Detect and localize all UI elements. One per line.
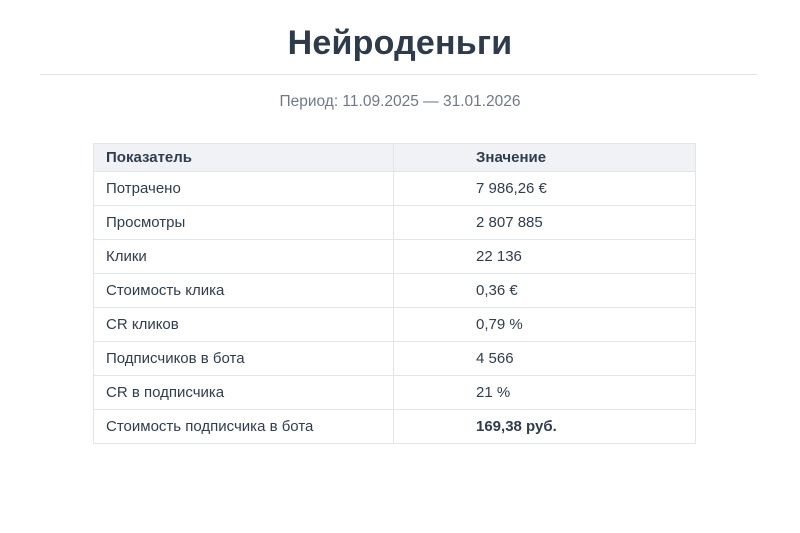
table-row: Стоимость клика 0,36 € [93, 273, 696, 308]
metric-value: 4 566 [393, 341, 696, 376]
title-divider [40, 74, 757, 75]
metric-label: Потрачено [93, 171, 394, 206]
table-row: CR кликов 0,79 % [93, 307, 696, 342]
metric-label: Стоимость клика [93, 273, 394, 308]
page-title: Нейроденьги [287, 24, 513, 62]
header-indicator: Показатель [93, 143, 394, 172]
report-page: Нейроденьги Период: 11.09.2025 — 31.01.2… [0, 24, 800, 533]
table-row: Стоимость подписчика в бота 169,38 руб. [93, 409, 696, 444]
metric-value: 0,79 % [393, 307, 696, 342]
table-row: Потрачено 7 986,26 € [93, 171, 696, 206]
metric-value: 169,38 руб. [393, 409, 696, 444]
metric-label: Подписчиков в бота [93, 341, 394, 376]
table-row: Просмотры 2 807 885 [93, 205, 696, 240]
table-header-row: Показатель Значение [93, 143, 696, 172]
metric-label: CR кликов [93, 307, 394, 342]
metric-value: 0,36 € [393, 273, 696, 308]
table-row: CR в подписчика 21 % [93, 375, 696, 410]
period-text: Период: 11.09.2025 — 31.01.2026 [279, 93, 521, 110]
table-row: Подписчиков в бота 4 566 [93, 341, 696, 376]
metric-label: Стоимость подписчика в бота [93, 409, 394, 444]
metric-label: Клики [93, 239, 394, 274]
metric-label: CR в подписчика [93, 375, 394, 410]
metric-value: 22 136 [393, 239, 696, 274]
metrics-table: Показатель Значение Потрачено 7 986,26 €… [93, 143, 696, 444]
metric-value: 7 986,26 € [393, 171, 696, 206]
table-row: Клики 22 136 [93, 239, 696, 274]
metric-value: 2 807 885 [393, 205, 696, 240]
metric-label: Просмотры [93, 205, 394, 240]
metric-value: 21 % [393, 375, 696, 410]
header-value: Значение [393, 143, 696, 172]
